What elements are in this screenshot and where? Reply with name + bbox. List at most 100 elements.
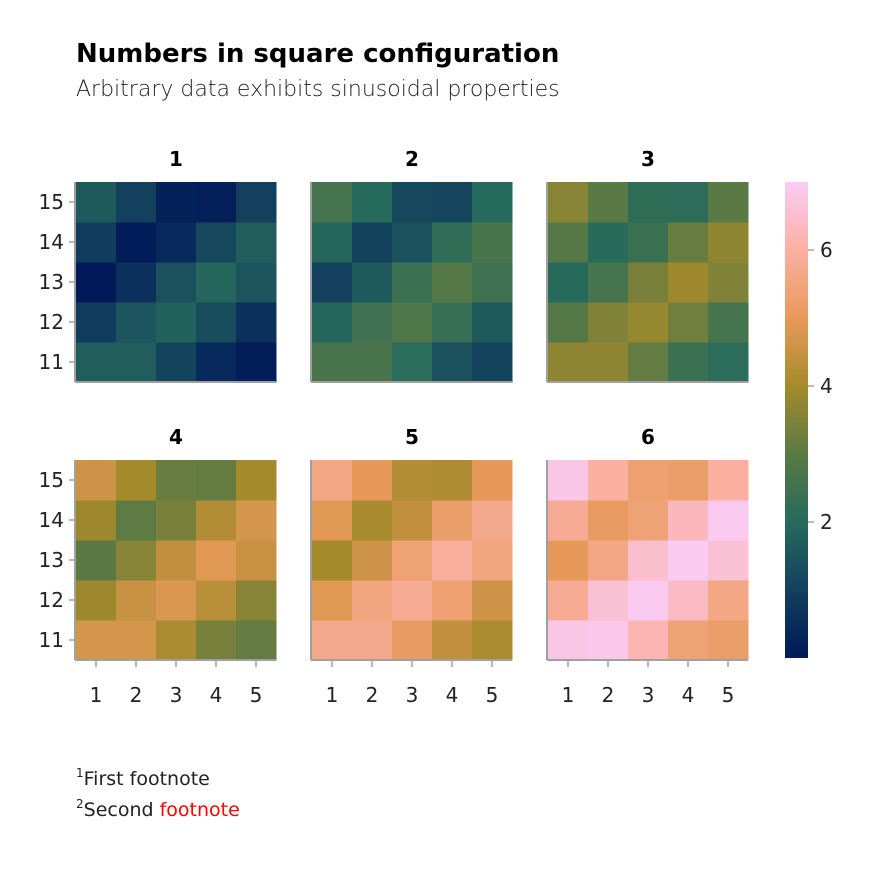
y-tick-label: 13 bbox=[39, 270, 64, 294]
heatmap-cell bbox=[472, 342, 513, 383]
x-tick-label: 3 bbox=[642, 683, 655, 707]
heatmap-cell bbox=[708, 182, 749, 223]
heatmap-cell bbox=[668, 222, 709, 263]
heatmap-cell bbox=[628, 540, 669, 581]
heatmap-cell bbox=[312, 580, 353, 621]
heatmap-cell bbox=[392, 540, 433, 581]
heatmap-cell bbox=[432, 460, 473, 501]
heatmap-cell bbox=[548, 500, 589, 541]
heatmap-cell bbox=[548, 182, 589, 223]
heatmap-cell bbox=[312, 182, 353, 223]
heatmap-cell bbox=[312, 540, 353, 581]
x-tick-label: 2 bbox=[366, 683, 379, 707]
heatmap-cell bbox=[588, 460, 629, 501]
heatmap-cell bbox=[548, 222, 589, 263]
heatmap-cell bbox=[156, 620, 197, 661]
heatmap-cell bbox=[472, 500, 513, 541]
y-tick-label: 14 bbox=[39, 508, 64, 532]
heatmap-cell bbox=[156, 500, 197, 541]
heatmap-cell bbox=[548, 262, 589, 303]
x-tick-label: 4 bbox=[446, 683, 459, 707]
x-tick-label: 3 bbox=[406, 683, 419, 707]
heatmap-cell bbox=[628, 262, 669, 303]
heatmap-cell bbox=[668, 540, 709, 581]
heatmap-cell bbox=[196, 182, 237, 223]
heatmap-cell bbox=[472, 302, 513, 343]
heatmap-cell bbox=[548, 302, 589, 343]
y-tick-label: 12 bbox=[39, 588, 64, 612]
heatmap-cell bbox=[392, 500, 433, 541]
heatmap-cell bbox=[708, 222, 749, 263]
colorbar-gradient bbox=[785, 182, 808, 658]
x-tick-label: 1 bbox=[90, 683, 103, 707]
heatmap-cell bbox=[708, 342, 749, 383]
heatmap-cell bbox=[196, 222, 237, 263]
panel-title: 4 bbox=[169, 425, 183, 449]
heatmap-cell bbox=[392, 222, 433, 263]
x-tick-label: 5 bbox=[486, 683, 499, 707]
y-tick-label: 11 bbox=[39, 350, 64, 374]
heatmap-cell bbox=[76, 540, 117, 581]
heatmap-cell bbox=[392, 460, 433, 501]
heatmap-cell bbox=[588, 262, 629, 303]
heatmap-cell bbox=[76, 500, 117, 541]
heatmap-cell bbox=[236, 540, 277, 581]
heatmap-cell bbox=[116, 342, 157, 383]
heatmap-cell bbox=[156, 222, 197, 263]
heatmap-cell bbox=[472, 222, 513, 263]
heatmap-cell bbox=[196, 302, 237, 343]
heatmap-cell bbox=[392, 302, 433, 343]
heatmap-cell bbox=[668, 580, 709, 621]
heatmap-cell bbox=[352, 460, 393, 501]
heatmap-cell bbox=[708, 540, 749, 581]
heatmap-cell bbox=[76, 580, 117, 621]
heatmap-cell bbox=[312, 500, 353, 541]
heatmap-cell bbox=[76, 302, 117, 343]
footnote-1-text: First footnote bbox=[84, 768, 210, 790]
heatmap-cell bbox=[432, 302, 473, 343]
heatmap-cell bbox=[668, 500, 709, 541]
heatmap-cell bbox=[472, 540, 513, 581]
heatmap-cell bbox=[588, 302, 629, 343]
heatmap-cell bbox=[588, 222, 629, 263]
x-tick-label: 1 bbox=[326, 683, 339, 707]
y-tick-label: 15 bbox=[39, 190, 64, 214]
heatmap-cell bbox=[352, 342, 393, 383]
heatmap-cell bbox=[196, 620, 237, 661]
heatmap-cell bbox=[708, 620, 749, 661]
footnote-1-marker: 1 bbox=[76, 766, 84, 780]
heatmap-cell bbox=[668, 342, 709, 383]
heatmap-cell bbox=[312, 620, 353, 661]
heatmap-cell bbox=[236, 302, 277, 343]
heatmap-cell bbox=[352, 222, 393, 263]
heatmap-cell bbox=[312, 460, 353, 501]
footnote-2-marker: 2 bbox=[76, 797, 84, 811]
heatmap-cell bbox=[708, 500, 749, 541]
heatmap-cell bbox=[628, 580, 669, 621]
heatmap-cell bbox=[236, 262, 277, 303]
heatmap-cell bbox=[156, 302, 197, 343]
heatmap-cell bbox=[472, 182, 513, 223]
heatmap-cell bbox=[352, 302, 393, 343]
heatmap-cell bbox=[116, 540, 157, 581]
heatmap-cell bbox=[628, 222, 669, 263]
heatmap-cell bbox=[588, 500, 629, 541]
heatmap-cell bbox=[196, 262, 237, 303]
heatmap-cell bbox=[668, 262, 709, 303]
heatmap-cell bbox=[312, 222, 353, 263]
panel-title: 5 bbox=[405, 425, 419, 449]
heatmap-cell bbox=[116, 620, 157, 661]
heatmap-cell bbox=[352, 182, 393, 223]
x-tick-label: 2 bbox=[602, 683, 615, 707]
colorbar-tick-label: 6 bbox=[820, 238, 833, 262]
heatmap-cell bbox=[628, 302, 669, 343]
heatmap-cell bbox=[548, 580, 589, 621]
heatmap-cell bbox=[352, 262, 393, 303]
heatmap-cell bbox=[116, 182, 157, 223]
heatmap-cell bbox=[312, 302, 353, 343]
heatmap-panel-6: 6 1 2 3 4 5 bbox=[546, 425, 749, 707]
heatmap-cell bbox=[76, 342, 117, 383]
